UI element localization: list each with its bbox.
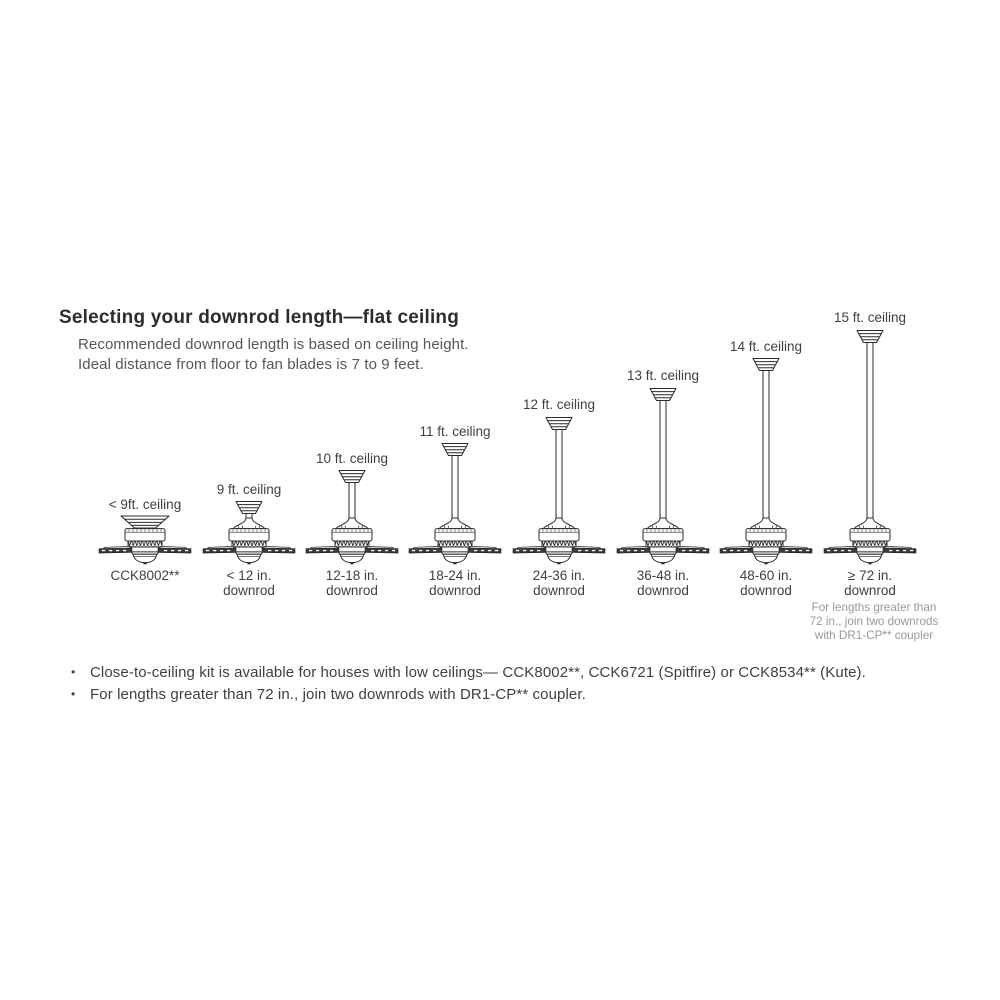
note-text: For lengths greater than 72 in., join tw… bbox=[90, 685, 586, 703]
note-item-2: For lengths greater than 72 in., join tw… bbox=[71, 684, 971, 706]
fan-downrod-label-4: 18-24 in. downrod bbox=[428, 568, 482, 598]
fan-downrod-label-6: 36-48 in. downrod bbox=[636, 568, 690, 598]
bullet-icon bbox=[71, 684, 90, 706]
fan-ceiling-label-6: 13 ft. ceiling bbox=[626, 368, 700, 383]
fan-ceiling-label-5: 12 ft. ceiling bbox=[522, 397, 596, 412]
subtitle-line-2: Ideal distance from floor to fan blades … bbox=[78, 356, 424, 373]
subtitle-line-1: Recommended downrod length is based on c… bbox=[78, 336, 469, 353]
fan-ceiling-label-7: 14 ft. ceiling bbox=[729, 339, 803, 354]
fan-ceiling-label-1: < 9ft. ceiling bbox=[108, 497, 182, 512]
fan-downrod-label-3: 12-18 in. downrod bbox=[325, 568, 379, 598]
coupler-footnote: For lengths greater than 72 in., join tw… bbox=[809, 601, 939, 642]
fan-ceiling-label-8: 15 ft. ceiling bbox=[833, 310, 907, 325]
bullet-icon bbox=[71, 662, 90, 684]
fan-downrod-label-8: ≥ 72 in. downrod bbox=[844, 568, 896, 598]
fan-downrod-label-5: 24-36 in. downrod bbox=[532, 568, 586, 598]
fan-ceiling-label-3: 10 ft. ceiling bbox=[315, 451, 389, 466]
notes-list: Close-to-ceiling kit is available for ho… bbox=[71, 662, 971, 705]
fan-ceiling-label-4: 11 ft. ceiling bbox=[419, 424, 491, 439]
fan-downrod-label-1: CCK8002** bbox=[110, 568, 180, 583]
fan-ceiling-label-2: 9 ft. ceiling bbox=[216, 482, 282, 497]
page-title: Selecting your downrod length—flat ceili… bbox=[59, 307, 460, 328]
note-text: Close-to-ceiling kit is available for ho… bbox=[90, 664, 866, 681]
fan-downrod-label-2: < 12 in. downrod bbox=[223, 568, 275, 598]
note-item-1: Close-to-ceiling kit is available for ho… bbox=[71, 662, 971, 684]
fan-downrod-label-7: 48-60 in. downrod bbox=[739, 568, 793, 598]
